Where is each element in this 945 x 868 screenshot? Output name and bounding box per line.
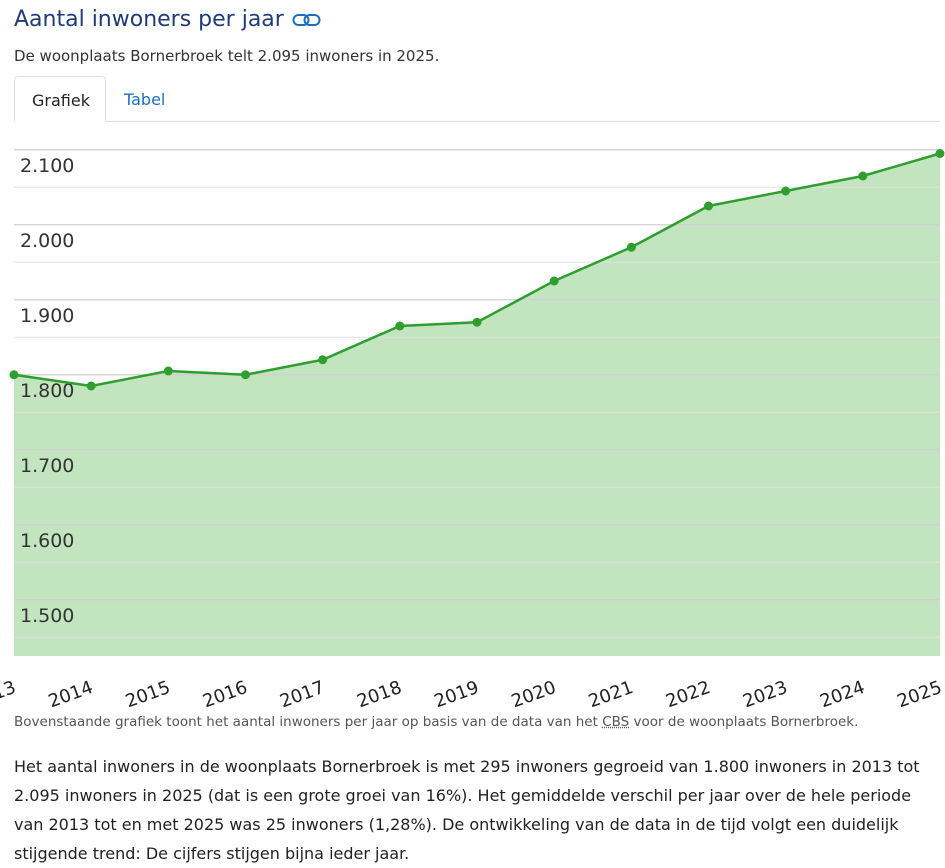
caption-text: Bovenstaande grafiek toont het aantal in…: [14, 714, 598, 730]
x-tick-label: 2014: [46, 677, 96, 710]
y-tick-label: 2.100: [20, 155, 74, 177]
y-tick-label: 1.500: [20, 605, 74, 627]
x-tick-label: 2013: [0, 677, 19, 710]
y-tick-label: 2.000: [20, 230, 74, 252]
tabs: Grafiek Tabel: [14, 76, 940, 122]
x-tick-label: 2020: [509, 677, 559, 710]
x-tick-label: 2019: [431, 677, 481, 710]
point: [318, 355, 327, 364]
point: [395, 322, 404, 331]
x-tick-label: 2024: [817, 677, 867, 710]
x-tick-label: 2018: [354, 677, 404, 710]
subtitle: De woonplaats Bornerbroek telt 2.095 inw…: [14, 47, 439, 65]
x-tick-label: 2023: [740, 677, 790, 710]
tab[interactable]: Tabel: [107, 76, 182, 121]
point: [10, 370, 19, 379]
point: [241, 370, 250, 379]
x-tick-label: 2021: [586, 677, 636, 710]
x-tick-label: 2017: [277, 677, 327, 710]
point: [550, 277, 559, 286]
point: [704, 202, 713, 211]
header: Aantal inwoners per jaar: [14, 7, 322, 32]
area: [14, 154, 940, 657]
point: [781, 187, 790, 196]
point: [473, 318, 482, 327]
y-tick-label: 1.900: [20, 305, 74, 327]
x-tick-label: 2016: [200, 677, 250, 710]
point: [858, 172, 867, 181]
paragraph: Het aantal inwoners in de woonplaats Bor…: [14, 752, 942, 868]
x-tick-label: 2015: [123, 677, 173, 710]
tab[interactable]: Grafiek: [14, 76, 106, 122]
title: Aantal inwoners per jaar: [14, 7, 284, 32]
link-icon[interactable]: [292, 12, 322, 28]
x-tick-label: 2022: [663, 677, 713, 710]
caption: Bovenstaande grafiek toont het aantal in…: [14, 714, 858, 730]
point: [87, 382, 96, 391]
caption-text: voor de woonplaats Bornerbroek.: [634, 714, 859, 730]
y-tick-label: 1.600: [20, 530, 74, 552]
point: [627, 243, 636, 252]
chart: 1.5001.6001.7001.8001.9002.0002.1002013 2…: [0, 125, 945, 710]
point: [936, 149, 945, 158]
y-tick-label: 1.700: [20, 455, 74, 477]
point: [164, 367, 173, 376]
abbr: CBS: [602, 714, 629, 730]
x-tick-label: 2025: [894, 677, 944, 710]
